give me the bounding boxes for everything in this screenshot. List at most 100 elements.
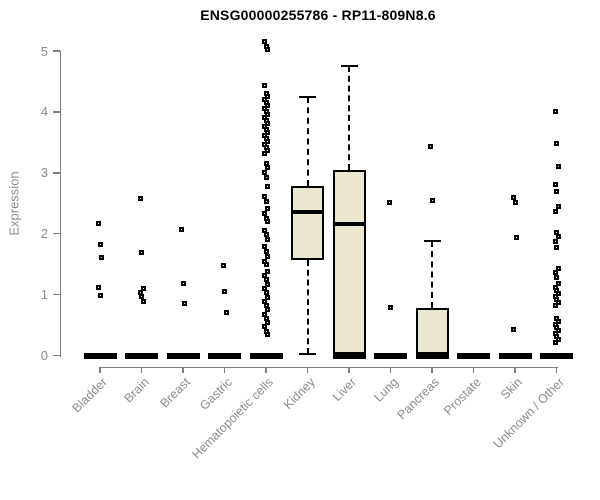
outlier-point xyxy=(265,47,270,53)
y-axis-tick-label: 5 xyxy=(40,43,48,59)
outlier-point xyxy=(262,311,267,317)
outlier-point xyxy=(265,184,270,190)
outlier-point xyxy=(179,226,184,232)
outlier-point xyxy=(265,237,270,243)
outlier-point xyxy=(265,219,270,225)
collapsed-box-bar xyxy=(166,352,200,359)
upper-whisker-line xyxy=(431,241,433,308)
outlier-point xyxy=(263,198,269,204)
y-axis-tick xyxy=(52,293,60,296)
outlier-point xyxy=(96,285,101,291)
x-axis-tick xyxy=(140,366,143,373)
outlier-point xyxy=(262,38,267,44)
outlier-point xyxy=(140,299,146,305)
outlier-point xyxy=(554,189,559,195)
outlier-point xyxy=(386,200,392,206)
upper-whisker-cap xyxy=(340,64,358,67)
upper-whisker-cap xyxy=(423,240,441,242)
x-axis-tick xyxy=(389,366,392,373)
outlier-point xyxy=(262,211,267,217)
box-zero-edge xyxy=(332,352,366,359)
outlier-point xyxy=(555,265,561,271)
outlier-point xyxy=(552,340,558,346)
x-axis-tick xyxy=(223,366,226,373)
collapsed-box-bar xyxy=(249,352,283,359)
outlier-point xyxy=(552,109,558,115)
outlier-point xyxy=(262,170,267,176)
outlier-point xyxy=(263,174,269,180)
upper-whisker-line xyxy=(306,96,309,187)
outlier-point xyxy=(263,303,269,309)
outlier-point xyxy=(555,328,561,334)
x-axis-tick xyxy=(265,366,267,373)
outlier-point xyxy=(265,111,270,117)
outlier-point xyxy=(265,148,270,154)
outlier-point xyxy=(265,281,270,287)
x-axis-tick xyxy=(514,366,516,373)
collapsed-box-bar xyxy=(125,352,158,359)
iqr-box xyxy=(291,186,324,261)
outlier-point xyxy=(554,229,559,235)
y-axis-tick-label: 1 xyxy=(40,287,48,303)
outlier-point xyxy=(265,120,270,126)
outlier-point xyxy=(265,332,270,338)
y-axis-tick xyxy=(52,354,60,357)
collapsed-box-bar xyxy=(83,352,117,359)
outlier-point xyxy=(263,232,269,238)
collapsed-box-bar xyxy=(208,352,241,359)
outlier-point xyxy=(265,294,270,300)
outlier-point xyxy=(139,293,144,299)
outlier-point xyxy=(428,144,433,150)
lower-whisker-line xyxy=(306,260,309,355)
outlier-point xyxy=(140,286,146,291)
iqr-box xyxy=(415,307,449,356)
outlier-point xyxy=(555,281,561,287)
outlier-point xyxy=(223,310,229,316)
box-zero-edge xyxy=(415,352,449,359)
outlier-point xyxy=(554,244,559,250)
outlier-point xyxy=(265,102,270,108)
outlier-point xyxy=(97,241,103,247)
outlier-point xyxy=(220,263,226,269)
y-axis-tick xyxy=(52,172,60,174)
x-axis-line xyxy=(99,366,558,368)
outlier-point xyxy=(429,197,435,203)
y-axis-tick-label: 2 xyxy=(40,226,48,242)
outlier-point xyxy=(265,320,270,326)
outlier-point xyxy=(511,194,516,200)
median-line xyxy=(291,209,324,214)
outlier-point xyxy=(263,290,269,296)
collapsed-box-bar xyxy=(374,352,407,359)
outlier-point xyxy=(552,209,558,215)
outlier-point xyxy=(265,205,270,211)
outlier-point xyxy=(555,163,561,169)
outlier-point xyxy=(222,289,227,295)
y-axis-tick xyxy=(52,50,60,52)
outlier-point xyxy=(262,243,267,249)
outlier-point xyxy=(552,182,558,188)
x-axis-tick xyxy=(431,366,433,373)
upper-whisker-line xyxy=(348,65,350,170)
outlier-point xyxy=(262,298,267,304)
outlier-point xyxy=(512,200,518,206)
outlier-point xyxy=(554,275,559,281)
outlier-point xyxy=(511,327,516,333)
outlier-point xyxy=(265,139,270,145)
outlier-point xyxy=(263,249,269,255)
outlier-point xyxy=(262,151,267,157)
x-axis-tick xyxy=(348,366,350,373)
outlier-point xyxy=(137,289,143,295)
x-axis-tick xyxy=(99,366,101,373)
x-axis-tick xyxy=(182,366,184,373)
outlier-point xyxy=(555,204,561,210)
outlier-point xyxy=(262,227,267,233)
outlier-point xyxy=(99,254,104,260)
outlier-point xyxy=(265,130,270,136)
outlier-point xyxy=(262,324,267,330)
y-axis-tick xyxy=(52,111,60,113)
median-line xyxy=(332,221,366,226)
collapsed-box-bar xyxy=(540,352,573,359)
outlier-point xyxy=(552,303,558,309)
